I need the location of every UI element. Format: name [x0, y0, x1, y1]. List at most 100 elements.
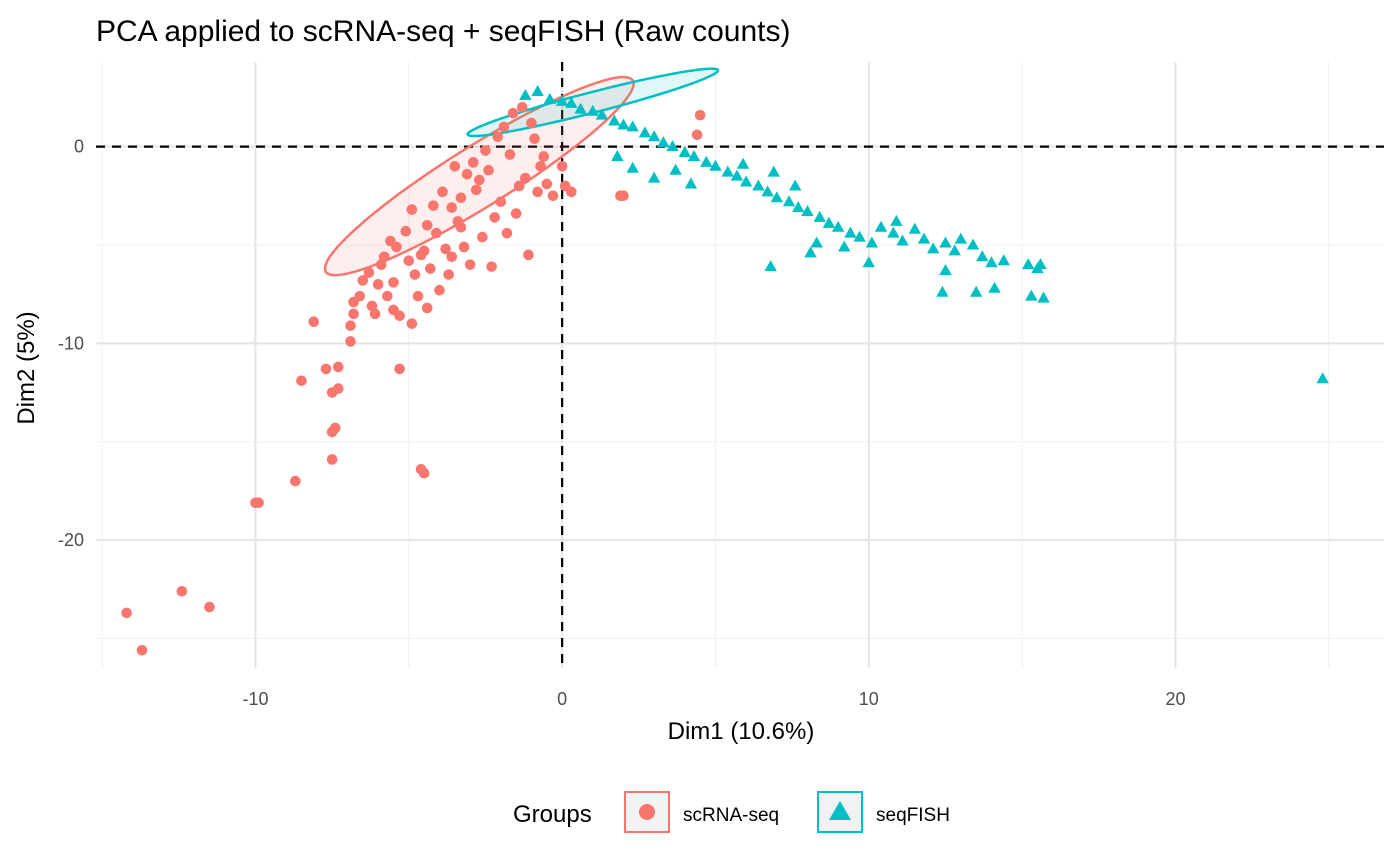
- point-seqfish: [638, 126, 652, 138]
- point-scrna-seq: [431, 227, 442, 239]
- point-seqfish: [626, 120, 639, 132]
- point-scrna-seq: [308, 316, 320, 328]
- point-scrna-seq: [415, 249, 427, 261]
- point-scrna-seq: [406, 204, 418, 215]
- point-scrna-seq: [541, 178, 553, 190]
- point-scrna-seq: [504, 149, 516, 160]
- point-seqfish: [709, 159, 722, 171]
- point-scrna-seq: [394, 363, 405, 375]
- point-scrna-seq: [329, 422, 341, 434]
- point-seqfish: [678, 146, 691, 158]
- point-seqfish: [1025, 289, 1038, 301]
- grid-minor: [96, 62, 1384, 668]
- point-seqfish: [1037, 291, 1050, 303]
- point-scrna-seq: [434, 284, 445, 296]
- point-seqfish: [908, 222, 921, 234]
- point-seqfish: [896, 234, 909, 246]
- point-seqfish: [586, 104, 599, 116]
- point-scrna-seq: [446, 251, 458, 263]
- point-scrna-seq: [332, 383, 344, 394]
- point-scrna-seq: [458, 241, 470, 253]
- point-seqfish: [666, 140, 679, 152]
- point-seqfish: [927, 242, 940, 254]
- point-scrna-seq: [694, 109, 706, 121]
- point-scrna-seq: [529, 133, 540, 145]
- point-scrna-seq: [354, 290, 366, 302]
- chart-title: PCA applied to scRNA-seq + seqFISH (Raw …: [96, 15, 790, 48]
- point-scrna-seq: [547, 190, 559, 202]
- legend-marker-seqfish: [829, 801, 851, 820]
- point-seqfish: [684, 177, 698, 189]
- x-axis-title: Dim1 (10.6%): [668, 718, 815, 745]
- point-scrna-seq: [520, 172, 531, 184]
- point-seqfish: [782, 195, 796, 207]
- point-seqfish: [801, 205, 814, 217]
- point-scrna-seq: [253, 497, 264, 509]
- y-axis-ticks: -20 -10 0: [58, 137, 84, 551]
- point-scrna-seq: [348, 308, 359, 320]
- x-tick-label: 10: [859, 689, 879, 709]
- point-scrna-seq: [332, 361, 344, 373]
- point-seqfish: [804, 246, 817, 258]
- legend-label-seqfish: seqFISH: [876, 805, 950, 826]
- point-scrna-seq: [357, 275, 369, 286]
- point-scrna-seq: [507, 107, 519, 119]
- point-scrna-seq: [176, 585, 188, 597]
- point-scrna-seq: [437, 186, 448, 198]
- point-seqfish: [617, 118, 630, 130]
- point-seqfish: [831, 220, 845, 232]
- point-seqfish: [761, 185, 774, 197]
- point-seqfish: [844, 226, 857, 238]
- point-seqfish: [736, 157, 750, 169]
- point-scrna-seq: [424, 263, 436, 274]
- point-scrna-seq: [403, 255, 415, 267]
- point-seqfish: [988, 281, 1001, 293]
- point-seqfish: [657, 136, 670, 148]
- point-seqfish: [874, 220, 888, 232]
- point-scrna-seq: [290, 475, 301, 487]
- point-scrna-seq: [446, 202, 458, 213]
- point-scrna-seq: [461, 168, 473, 180]
- point-scrna-seq: [483, 164, 494, 176]
- point-scrna-seq: [455, 192, 467, 204]
- point-scrna-seq: [538, 151, 550, 162]
- point-scrna-seq: [535, 160, 546, 172]
- legend: Groups scRNA-seq seqFISH: [513, 791, 950, 833]
- point-scrna-seq: [477, 231, 488, 243]
- point-scrna-seq: [523, 249, 534, 261]
- point-scrna-seq: [363, 267, 375, 278]
- point-scrna-seq: [498, 121, 510, 133]
- point-seqfish: [669, 163, 682, 175]
- point-scrna-seq: [382, 290, 393, 302]
- point-seqfish: [865, 236, 879, 248]
- point-scrna-seq: [400, 225, 412, 237]
- point-scrna-seq: [421, 220, 433, 231]
- y-axis-title: Dim2 (5%): [13, 311, 40, 424]
- reference-lines: [96, 62, 1384, 668]
- point-seqfish: [595, 108, 609, 120]
- point-scrna-seq: [464, 259, 476, 270]
- point-scrna-seq: [618, 190, 629, 202]
- point-seqfish: [887, 226, 900, 238]
- point-seqfish: [853, 230, 866, 242]
- point-seqfish: [1022, 258, 1035, 270]
- point-scrna-seq: [121, 607, 132, 619]
- point-seqfish: [810, 236, 823, 248]
- point-scrna-seq: [516, 101, 528, 113]
- point-scrna-seq: [486, 261, 497, 272]
- point-scrna-seq: [532, 186, 543, 198]
- point-seqfish: [838, 240, 851, 252]
- point-seqfish: [997, 254, 1010, 266]
- point-scrna-seq: [556, 160, 568, 172]
- x-tick-label: -10: [242, 689, 268, 709]
- point-seqfish: [966, 238, 980, 250]
- point-scrna-seq: [495, 196, 507, 207]
- point-scrna-seq: [388, 277, 399, 288]
- point-seqfish: [565, 96, 578, 108]
- point-scrna-seq: [204, 601, 215, 613]
- point-seqfish: [985, 256, 998, 268]
- point-seqfish: [822, 216, 836, 228]
- point-scrna-seq: [296, 375, 307, 387]
- point-scrna-seq: [418, 467, 430, 479]
